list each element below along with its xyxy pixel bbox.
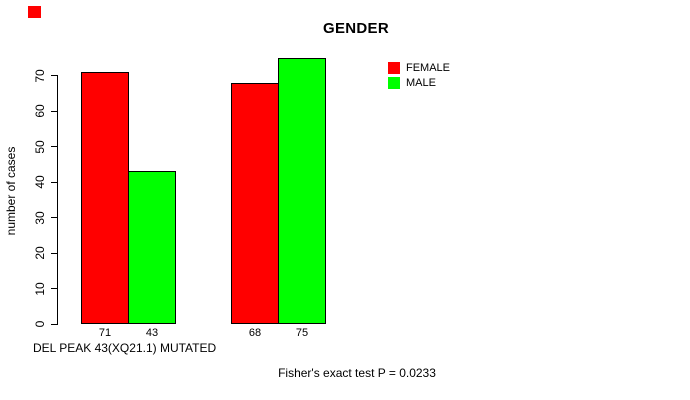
y-axis-tick-label: 50	[33, 139, 47, 154]
red-square-marker-icon	[28, 6, 41, 18]
y-axis-tick-label: 20	[33, 246, 47, 260]
y-axis-tick	[51, 75, 58, 76]
legend: FEMALE MALE	[388, 62, 450, 89]
legend-item-female: FEMALE	[388, 62, 450, 74]
bar-value-label-male-group2: 75	[295, 327, 309, 339]
y-axis-tick	[51, 181, 58, 183]
y-axis-tick-label: 30	[33, 210, 47, 225]
y-axis-tick-label: 60	[33, 104, 47, 118]
bar-value-label-female-group1: 71	[98, 327, 112, 339]
x-axis-caption: DEL PEAK 43(XQ21.1) MUTATED	[33, 341, 217, 355]
y-axis-tick	[51, 110, 58, 112]
y-axis-tick-label: 40	[33, 175, 47, 189]
legend-item-male: MALE	[388, 77, 450, 89]
legend-swatch-female-icon	[388, 62, 400, 74]
y-axis-tick	[51, 288, 58, 289]
bar-value-label-male-group1: 43	[145, 327, 159, 339]
y-axis-tick	[51, 252, 58, 254]
chart-title: GENDER	[323, 20, 389, 37]
bar-female-group2	[231, 83, 279, 324]
legend-label-male: MALE	[406, 77, 436, 89]
y-axis-tick-label: 70	[33, 68, 47, 83]
y-axis-tick	[51, 217, 58, 218]
bar-male-group2	[278, 58, 326, 324]
legend-label-female: FEMALE	[406, 62, 451, 74]
bar-male-group1	[128, 171, 176, 324]
legend-swatch-male-icon	[388, 77, 400, 89]
y-axis-tick-label: 10	[33, 281, 47, 296]
y-axis-tick	[51, 146, 58, 147]
bar-value-label-female-group2: 68	[248, 327, 262, 339]
fisher-test-annotation: Fisher's exact test P = 0.0233	[278, 366, 436, 380]
y-axis-tick	[51, 323, 58, 325]
y-axis-tick-label: 0	[33, 320, 47, 328]
y-axis-line	[57, 75, 58, 324]
bar-female-group1	[81, 72, 129, 324]
